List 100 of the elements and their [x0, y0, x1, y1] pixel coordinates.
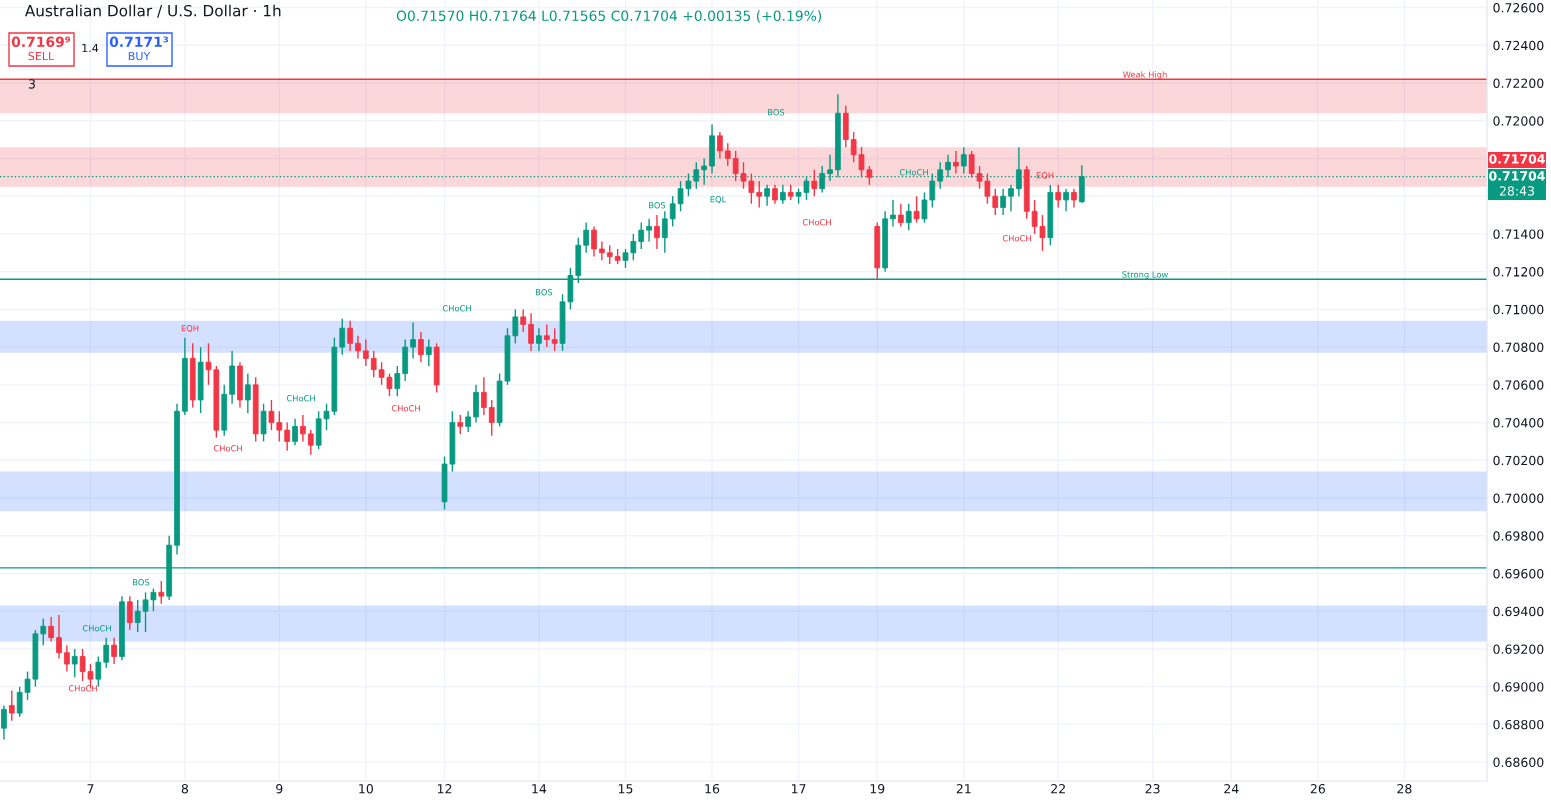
x-tick-label: 10 [359, 784, 373, 794]
candlestick [756, 180, 763, 209]
candlestick [158, 580, 165, 605]
y-tick-label: 0.70400 [1493, 418, 1544, 428]
annotation: BOS [133, 579, 150, 586]
candlestick [48, 616, 54, 643]
candlestick [724, 142, 731, 167]
x-tick-label: 16 [705, 784, 720, 794]
candlestick [362, 338, 369, 367]
y-tick-label: 0.69400 [1493, 606, 1544, 617]
y-tick-label: 0.70600 [1493, 380, 1544, 390]
annotation: EQL [710, 196, 727, 204]
candlestick [772, 184, 778, 205]
candlestick [284, 421, 291, 452]
y-tick-label: 0.72200 [1493, 78, 1544, 88]
candlestick [457, 414, 464, 435]
candlestick [905, 203, 912, 231]
candlestick [764, 184, 770, 207]
candlestick [599, 240, 605, 262]
ref-line-label: Strong Low [1122, 271, 1168, 280]
candlestick [300, 414, 306, 443]
annotation: BOS [536, 289, 553, 296]
y-tick-label: 0.69800 [1493, 531, 1544, 541]
candlestick [953, 150, 959, 175]
annotation: CHoCH [286, 395, 315, 402]
candlestick [913, 195, 920, 224]
annotation: 3 [28, 79, 35, 89]
x-tick-label: 22 [1051, 784, 1065, 794]
x-tick-label: 15 [618, 784, 633, 794]
y-tick-label: 0.69000 [1493, 682, 1544, 692]
x-tick-label: 17 [791, 784, 806, 794]
y-tick-label: 0.72400 [1493, 40, 1544, 51]
candlestick [591, 225, 597, 258]
candlestick [481, 376, 487, 416]
candlestick [425, 338, 432, 367]
candlestick [355, 335, 361, 360]
candlestick [95, 655, 102, 688]
chart-title: Australian Dollar / U.S. Dollar · 1h [24, 4, 281, 18]
candlestick [701, 157, 708, 186]
candlestick [347, 320, 353, 352]
annotation: CHoCH [82, 625, 111, 632]
candlestick [1071, 187, 1077, 209]
candlestick [8, 689, 15, 722]
x-tick-label: 9 [276, 784, 283, 794]
text: 0.71704 [1489, 171, 1545, 181]
candlestick [898, 203, 904, 228]
annotation: 0.7169⁹ [11, 36, 71, 48]
candlestick [126, 595, 133, 631]
candlestick [410, 321, 416, 360]
y-tick-label: 0.71000 [1493, 304, 1544, 315]
ref-line-label: Weak High [1122, 71, 1167, 80]
candlestick [779, 184, 786, 205]
x-tick-label: 28 [1397, 784, 1412, 794]
text: 0.71704 [1489, 154, 1545, 164]
annotation: CHoCH [391, 405, 420, 412]
candlestick [394, 365, 401, 397]
candlestick [292, 418, 298, 446]
candlestick [536, 327, 542, 352]
candlestick [56, 614, 62, 660]
annotation: CHoCH [802, 219, 831, 226]
y-tick-label: 0.69600 [1493, 568, 1544, 579]
annotation: CHoCH [442, 305, 471, 312]
candlestick [528, 312, 534, 352]
candlestick [111, 636, 117, 665]
candlestick [244, 372, 251, 414]
annotation: 1.4 [82, 43, 99, 53]
y-tick-label: 0.68600 [1493, 757, 1544, 768]
annotation: CHoCH [899, 169, 928, 176]
candlestick [638, 221, 645, 250]
annotation: O0.71570 H0.71764 L0.71565 C0.71704 +0.00135 (+0.19%) [396, 10, 822, 23]
text: 28:43 [1499, 186, 1535, 196]
candlestick [339, 318, 346, 356]
candlestick [418, 331, 424, 363]
candlestick [646, 218, 652, 243]
annotation: CHoCH [213, 445, 242, 452]
candlestick [606, 244, 613, 265]
candlestick [890, 199, 896, 228]
annotation: BOS [649, 202, 666, 209]
x-tick-label: 26 [1310, 784, 1326, 794]
candlestick [1063, 187, 1069, 212]
annotation: EQH [1036, 172, 1054, 180]
annotation: CHoCH [1002, 235, 1031, 242]
candlestick [543, 323, 550, 348]
candlestick [661, 210, 668, 254]
candlestick [654, 214, 660, 250]
candlestick [260, 403, 267, 443]
y-tick-label: 0.69200 [1493, 644, 1544, 654]
candlestick [1055, 184, 1062, 209]
candlestick [465, 410, 471, 433]
annotation: SELL [28, 51, 55, 61]
candlestick [103, 636, 110, 669]
x-tick-label: 19 [870, 784, 885, 794]
annotation: CHoCH [68, 685, 97, 692]
candlestick [40, 618, 47, 646]
y-tick-label: 0.71200 [1493, 267, 1544, 277]
y-tick-label: 0.68800 [1493, 719, 1544, 730]
candlestick [307, 429, 314, 456]
candlestick [71, 648, 78, 678]
y-tick-label: 0.70800 [1493, 342, 1544, 353]
annotation: EQH [181, 325, 199, 333]
